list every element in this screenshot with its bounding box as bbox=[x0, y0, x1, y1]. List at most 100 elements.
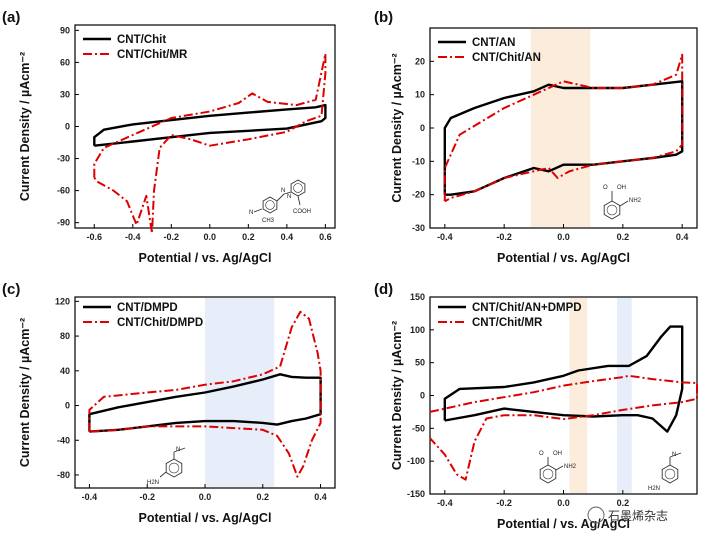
x-tick-label: 0.4 bbox=[281, 232, 294, 242]
panel-label: (a) bbox=[2, 9, 20, 26]
y-tick-label: 20 bbox=[415, 56, 425, 66]
y-tick-label: -10 bbox=[412, 156, 425, 166]
y-tick-label: 120 bbox=[55, 296, 70, 306]
x-tick-label: 0.2 bbox=[257, 492, 270, 502]
x-tick-label: -0.4 bbox=[437, 232, 453, 242]
chart-panel-b: -0.4 -0.2 0.0 0.2 0.4 20 10 0 -10 -20 -30 Potential… bbox=[374, 9, 698, 265]
chem-label: O bbox=[603, 185, 608, 191]
y-tick-label: 0 bbox=[65, 122, 70, 132]
chem-bond bbox=[669, 452, 682, 458]
x-tick-label: -0.2 bbox=[496, 498, 512, 508]
y-axis-label: Current Density / µAcm⁻² bbox=[18, 52, 32, 201]
highlight-band bbox=[530, 29, 591, 227]
chem-label: CH3 bbox=[262, 218, 275, 224]
highlight-band bbox=[569, 298, 588, 493]
chem-label: H2N bbox=[648, 486, 660, 492]
panel-label: (d) bbox=[374, 281, 393, 298]
legend-entry: CNT/Chit bbox=[117, 34, 166, 46]
chem-structure-dmpd: N H2N bbox=[147, 447, 186, 486]
series-line-red bbox=[443, 53, 684, 203]
y-tick-label: -90 bbox=[57, 218, 70, 228]
y-tick-label: 90 bbox=[60, 25, 70, 35]
y-axis-label: Current Density / µAcm⁻² bbox=[18, 318, 32, 467]
legend-entry: CNT/Chit/AN+DMPD bbox=[472, 302, 582, 314]
watermark: 石墨烯杂志 bbox=[587, 506, 668, 524]
legend-entry: CNT/Chit/AN bbox=[472, 52, 541, 64]
x-tick-label: -0.2 bbox=[496, 232, 512, 242]
y-tick-label: -50 bbox=[412, 423, 425, 433]
benzene-ring bbox=[661, 464, 679, 484]
y-tick-label: 50 bbox=[415, 358, 425, 368]
legend-entry: CNT/AN bbox=[472, 37, 515, 49]
chem-label: COOH bbox=[293, 209, 311, 215]
y-tick-label: 40 bbox=[60, 366, 70, 376]
series-line-black bbox=[443, 325, 684, 433]
series-line-red bbox=[88, 310, 322, 478]
x-tick-label: 0.2 bbox=[617, 232, 630, 242]
series-line-red bbox=[93, 52, 327, 235]
x-axis-label: Potential / vs. Ag/AgCl bbox=[497, 517, 630, 531]
x-tick-label: 0.0 bbox=[557, 232, 570, 242]
aromatic-circle bbox=[606, 204, 618, 216]
y-tick-label: -30 bbox=[57, 154, 70, 164]
chem-label: O bbox=[539, 451, 544, 457]
x-tick-label: 0.2 bbox=[617, 498, 630, 508]
chem-bond bbox=[159, 471, 167, 478]
x-tick-label: 0.4 bbox=[676, 232, 689, 242]
y-tick-label: 10 bbox=[415, 90, 425, 100]
aromatic-circle bbox=[664, 468, 676, 480]
chem-bond bbox=[555, 465, 564, 471]
legend-entry: CNT/DMPD bbox=[117, 302, 178, 314]
legend-entry: CNT/Chit/MR bbox=[472, 317, 543, 329]
x-tick-label: -0.4 bbox=[125, 232, 141, 242]
series-line-black bbox=[93, 103, 327, 147]
chart-panel-a: -0.6 -0.4 -0.2 0.0 0.2 0.4 0.6 90 60 30 0 -30 -60 -90… bbox=[2, 9, 336, 265]
benzene-ring bbox=[165, 458, 183, 478]
chem-structure-pair: O OH NH2 N H2N bbox=[539, 451, 682, 492]
watermark-logo-icon bbox=[587, 506, 605, 524]
benzene-ring bbox=[262, 196, 278, 214]
x-tick-label: 0.2 bbox=[242, 232, 255, 242]
x-tick-label: 0.0 bbox=[204, 232, 217, 242]
x-axis-label: Potential / vs. Ag/AgCl bbox=[139, 511, 272, 525]
chem-bond bbox=[276, 193, 285, 202]
x-tick-label: -0.2 bbox=[139, 492, 155, 502]
y-tick-label: -40 bbox=[57, 435, 70, 445]
y-tick-label: 80 bbox=[60, 331, 70, 341]
x-tick-label: -0.4 bbox=[437, 498, 453, 508]
chem-label: N bbox=[176, 447, 180, 453]
y-axis-label: Current Density / µAcm⁻² bbox=[390, 321, 404, 470]
series-line-black bbox=[88, 373, 322, 433]
chem-label: N bbox=[287, 194, 291, 200]
chem-label: H2N bbox=[147, 480, 159, 486]
x-tick-label: 0.0 bbox=[199, 492, 212, 502]
x-tick-label: -0.2 bbox=[164, 232, 180, 242]
y-tick-label: 150 bbox=[410, 292, 425, 302]
y-tick-label: 100 bbox=[410, 325, 425, 335]
x-tick-label: 0.6 bbox=[319, 232, 332, 242]
chart-panel-d: -0.4 -0.2 0.0 0.2 150 100 50 0 -50 -100 -150 Potent… bbox=[374, 281, 698, 531]
benzene-ring bbox=[603, 200, 621, 220]
x-tick-label: -0.4 bbox=[82, 492, 98, 502]
chem-label: NH2 bbox=[629, 198, 642, 204]
x-tick-label: -0.6 bbox=[87, 232, 103, 242]
aromatic-circle bbox=[293, 183, 303, 193]
y-tick-label: 0 bbox=[420, 391, 425, 401]
y-tick-label: -20 bbox=[412, 190, 425, 200]
y-tick-label: -150 bbox=[407, 489, 425, 499]
panel-label: (c) bbox=[2, 281, 20, 298]
x-tick-label: 0.4 bbox=[314, 492, 327, 502]
chem-label: N bbox=[281, 188, 285, 194]
chem-bond bbox=[283, 191, 292, 195]
chem-bond bbox=[297, 195, 301, 206]
x-tick-label: 0.0 bbox=[557, 498, 570, 508]
panel-label: (b) bbox=[374, 9, 393, 26]
chem-structure-anthranilic-acid: O OH NH2 bbox=[603, 185, 642, 220]
chem-label: N bbox=[672, 452, 676, 458]
chem-bond bbox=[253, 208, 263, 213]
y-tick-label: -100 bbox=[407, 456, 425, 466]
y-tick-label: 60 bbox=[60, 57, 70, 67]
y-tick-label: -80 bbox=[57, 470, 70, 480]
y-tick-label: 0 bbox=[65, 401, 70, 411]
